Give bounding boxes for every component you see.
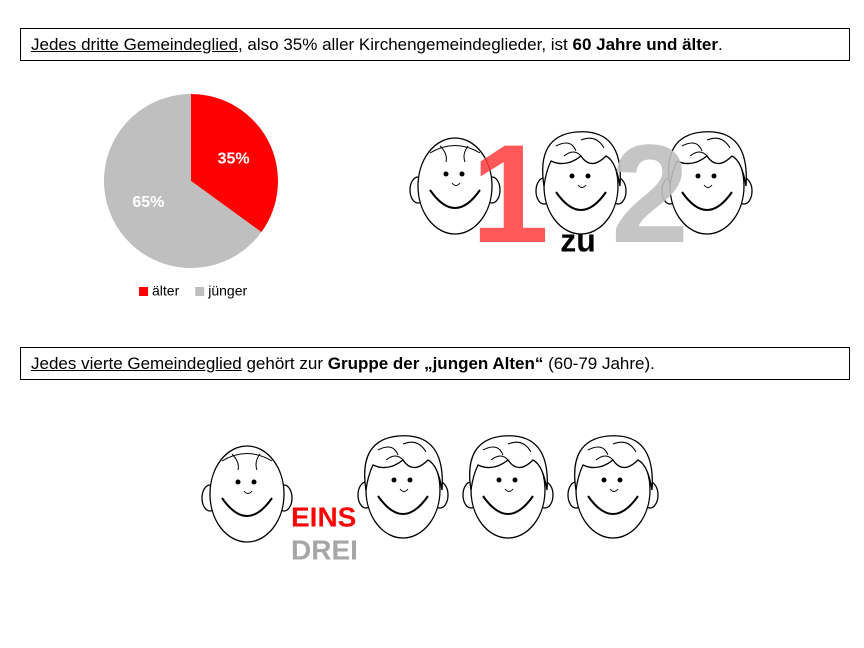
pie-slice	[103, 94, 262, 269]
text: .	[718, 35, 723, 54]
text: Jedes dritte Gemeindeglied,	[31, 35, 243, 54]
text: Jedes vierte Gemeindeglied	[31, 354, 242, 373]
face	[462, 434, 554, 539]
legend-label: älter	[152, 283, 180, 299]
text: (60-79 Jahre).	[543, 354, 655, 373]
legend-swatch	[139, 287, 148, 296]
data-label: 65%	[132, 194, 164, 211]
face	[357, 434, 449, 539]
text: gehört zur	[241, 354, 328, 373]
statement-box: Jedes vierte Gemeindeglied gehört zur Gr…	[20, 347, 850, 380]
ratio-word: EINS	[291, 501, 356, 532]
text: also 35% aller Kirchengemeindeglieder, i…	[242, 35, 573, 54]
ratio-number: 2	[611, 115, 689, 272]
text: Gruppe der „jungen Alten“	[327, 354, 544, 373]
legend-label: jünger	[207, 283, 247, 299]
face	[567, 434, 659, 539]
ratio-word: DREI	[291, 534, 358, 565]
data-label: 35%	[218, 150, 250, 167]
pie-chart: 35% 65% älter jünger	[103, 94, 278, 299]
pie-slice	[191, 94, 278, 233]
ratio-word: zu	[560, 222, 596, 258]
text: 60 Jahre und älter	[572, 35, 719, 54]
legend-swatch	[195, 287, 205, 296]
ratio-number: 1	[471, 115, 549, 272]
statement-box: Jedes dritte Gemeindeglied, also 35% all…	[20, 28, 850, 61]
face	[201, 445, 293, 543]
